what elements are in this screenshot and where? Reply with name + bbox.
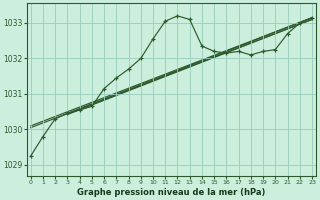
X-axis label: Graphe pression niveau de la mer (hPa): Graphe pression niveau de la mer (hPa)	[77, 188, 266, 197]
